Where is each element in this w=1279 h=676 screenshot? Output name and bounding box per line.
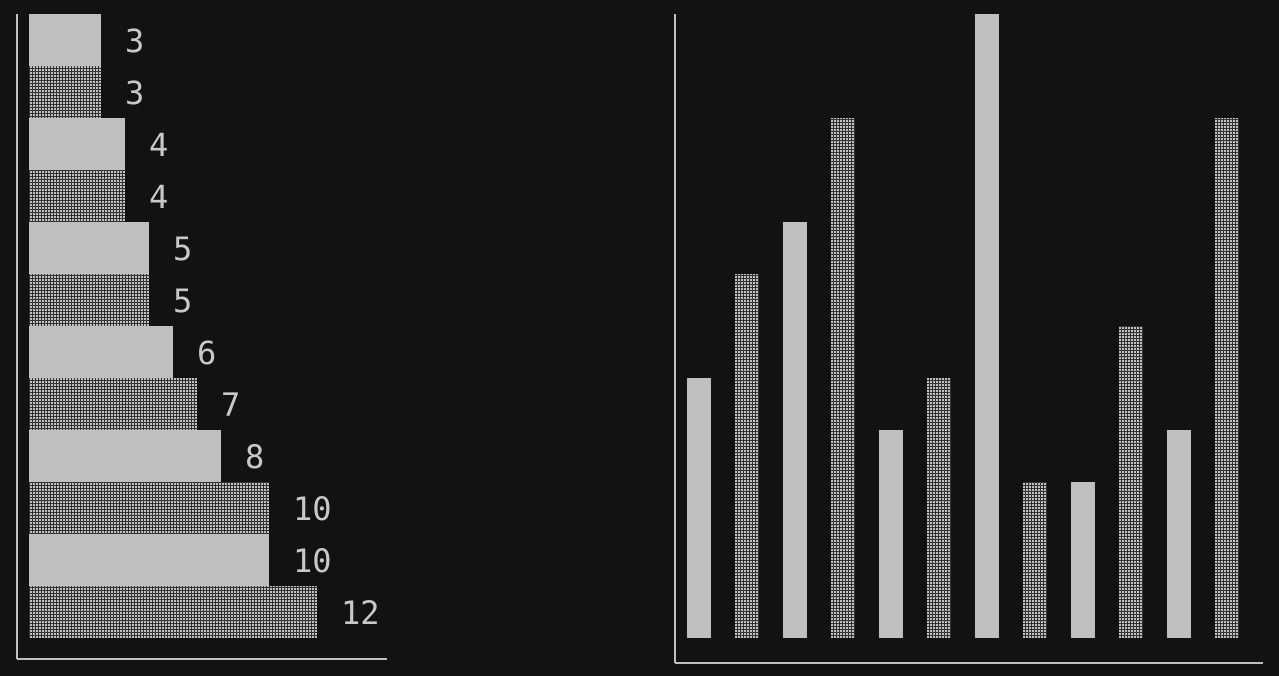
- h-bar-11: [29, 534, 269, 586]
- h-bar-7: [29, 326, 173, 378]
- h-bar-label-4: 4: [149, 178, 168, 216]
- h-bar-9: [29, 430, 221, 482]
- h-bar-label-9: 8: [245, 438, 264, 476]
- h-bar-8: [29, 378, 197, 430]
- v-bar-4: [831, 118, 855, 638]
- v-bar-9: [1071, 482, 1095, 638]
- v-bar-2: [735, 274, 759, 638]
- h-bar-2: [29, 66, 101, 118]
- v-bar-8: [1023, 482, 1047, 638]
- v-bar-10: [1119, 326, 1143, 638]
- h-bar-12: [29, 586, 317, 638]
- h-bar-label-12: 12: [341, 594, 380, 632]
- v-bar-5: [879, 430, 903, 638]
- h-bar-label-6: 5: [173, 282, 192, 320]
- h-bar-5: [29, 222, 149, 274]
- v-bar-3: [783, 222, 807, 638]
- h-bar-1: [29, 14, 101, 66]
- v-bar-6: [927, 378, 951, 638]
- v-bar-7: [975, 14, 999, 638]
- v-bar-1: [687, 378, 711, 638]
- h-chart-bars: [29, 14, 317, 638]
- h-bar-label-3: 4: [149, 126, 168, 164]
- h-bar-label-10: 10: [293, 490, 332, 528]
- h-bar-10: [29, 482, 269, 534]
- h-bar-3: [29, 118, 125, 170]
- v-bar-12: [1215, 118, 1239, 638]
- h-bar-label-11: 10: [293, 542, 332, 580]
- h-bar-label-1: 3: [125, 22, 144, 60]
- h-bar-label-8: 7: [221, 386, 240, 424]
- h-bar-label-7: 6: [197, 334, 216, 372]
- v-bar-11: [1167, 430, 1191, 638]
- h-bar-label-5: 5: [173, 230, 192, 268]
- v-chart-bars: [687, 14, 1239, 638]
- h-bar-4: [29, 170, 125, 222]
- h-bar-6: [29, 274, 149, 326]
- vertical-bar-chart: [674, 14, 1263, 664]
- h-bar-label-2: 3: [125, 74, 144, 112]
